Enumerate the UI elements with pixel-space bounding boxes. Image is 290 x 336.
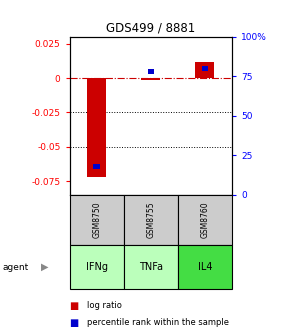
Bar [87,78,106,177]
Text: GDS499 / 8881: GDS499 / 8881 [106,22,195,35]
Text: GSM8750: GSM8750 [92,202,101,239]
Text: GSM8755: GSM8755 [146,202,155,239]
Bar [195,62,214,78]
Text: percentile rank within the sample: percentile rank within the sample [87,318,229,327]
Bar [93,164,100,169]
Text: IFNg: IFNg [86,262,108,272]
Bar [148,69,154,75]
Text: GSM8760: GSM8760 [200,202,209,239]
Text: IL4: IL4 [198,262,212,272]
Text: ■: ■ [70,301,79,311]
Text: TNFa: TNFa [139,262,163,272]
Bar [202,66,208,71]
Text: log ratio: log ratio [87,301,122,310]
Text: ■: ■ [70,318,79,328]
Text: agent: agent [3,263,29,271]
Text: ▶: ▶ [41,262,48,272]
Bar [141,78,160,80]
